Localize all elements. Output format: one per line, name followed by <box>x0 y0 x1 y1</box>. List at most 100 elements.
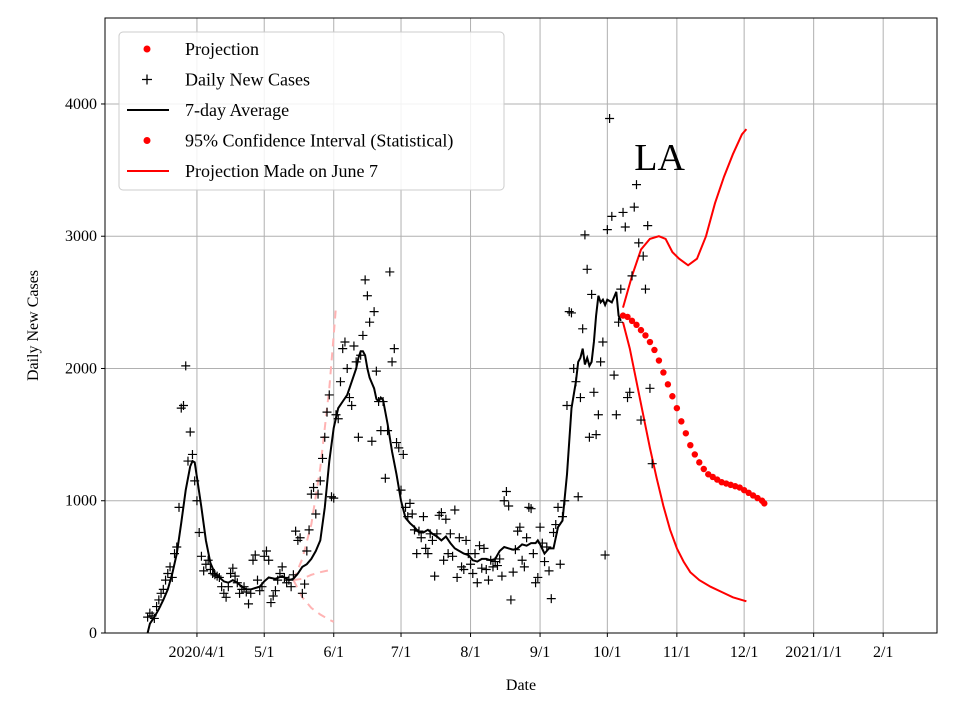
daily-case-marker <box>266 598 276 608</box>
daily-case-marker <box>383 426 393 436</box>
daily-case-marker <box>324 390 334 400</box>
daily-case-marker <box>441 514 451 524</box>
daily-case-marker <box>645 383 655 393</box>
daily-case-marker <box>430 571 440 581</box>
daily-case-marker <box>405 498 415 508</box>
daily-case-marker <box>625 387 635 397</box>
daily-case-marker <box>241 587 251 597</box>
daily-case-marker <box>533 572 543 582</box>
projection-point <box>633 321 640 329</box>
daily-case-marker <box>275 568 285 578</box>
projection-point <box>682 430 690 437</box>
daily-case-marker <box>620 222 630 232</box>
daily-case-marker <box>205 565 215 575</box>
daily-case-marker <box>445 529 455 539</box>
daily-case-marker <box>295 533 305 543</box>
daily-case-marker <box>284 575 294 585</box>
daily-case-marker <box>629 202 639 212</box>
daily-case-marker <box>378 397 388 407</box>
projection-point <box>700 465 707 473</box>
daily-case-marker <box>479 543 489 553</box>
daily-case-marker <box>365 317 375 327</box>
daily-case-marker <box>154 595 164 605</box>
daily-case-marker <box>593 410 603 420</box>
projection-point <box>678 418 685 425</box>
daily-case-marker <box>353 432 363 442</box>
daily-case-marker <box>309 483 319 493</box>
daily-case-marker <box>257 582 267 592</box>
daily-case-marker <box>389 344 399 354</box>
daily-case-marker <box>327 492 337 502</box>
legend-marker-plus <box>142 74 152 85</box>
daily-case-marker <box>239 582 249 592</box>
daily-case-marker <box>481 565 491 575</box>
daily-case-marker <box>187 449 197 459</box>
daily-case-marker <box>634 238 644 248</box>
daily-case-marker <box>598 337 608 347</box>
projection-point <box>687 441 694 449</box>
daily-case-marker <box>501 486 511 496</box>
daily-case-marker <box>454 533 464 543</box>
daily-case-marker <box>555 559 565 569</box>
daily-case-marker <box>557 512 567 522</box>
y-axis-label: Daily New Cases <box>25 270 42 381</box>
daily-case-marker <box>362 291 372 301</box>
daily-case-marker <box>569 363 579 373</box>
daily-case-marker <box>371 366 381 376</box>
daily-case-marker <box>542 542 552 552</box>
x-tick-label: 2/1 <box>873 644 893 661</box>
daily-case-marker <box>609 370 619 380</box>
daily-case-marker <box>398 449 408 459</box>
daily-case-marker <box>320 432 330 442</box>
projection-point <box>646 338 654 346</box>
daily-case-marker <box>143 612 153 622</box>
legend-label: Projection <box>185 39 259 59</box>
daily-case-marker <box>522 533 532 543</box>
daily-case-marker <box>640 284 650 294</box>
daily-case-marker <box>531 578 541 588</box>
projection-point <box>761 500 768 507</box>
daily-case-marker <box>369 307 379 317</box>
daily-case-marker <box>185 427 195 437</box>
daily-case-marker <box>492 561 502 571</box>
x-tick-label: 2021/1/1 <box>785 644 842 661</box>
daily-case-marker <box>264 555 274 565</box>
legend-marker-dot <box>143 45 151 53</box>
daily-case-marker <box>214 572 224 582</box>
annotation-label: LA <box>634 137 685 179</box>
series-confidence-interval <box>622 128 748 603</box>
projection-point <box>660 369 667 376</box>
daily-case-marker <box>535 522 545 532</box>
daily-case-marker <box>549 527 559 537</box>
x-tick-label: 12/1 <box>730 644 758 661</box>
daily-case-marker <box>421 543 431 553</box>
daily-case-marker <box>248 555 258 565</box>
daily-case-marker <box>170 549 180 559</box>
daily-case-marker <box>288 570 298 580</box>
daily-case-marker <box>623 393 633 403</box>
daily-case-marker <box>221 592 231 602</box>
june7-projection-line <box>293 569 330 582</box>
daily-case-marker <box>156 588 166 598</box>
daily-case-marker <box>546 594 556 604</box>
daily-case-marker <box>452 572 462 582</box>
legend-box <box>118 31 505 191</box>
daily-case-marker <box>302 546 312 556</box>
x-tick-label: 11/1 <box>663 644 691 661</box>
daily-case-marker <box>515 522 525 532</box>
daily-case-marker <box>259 551 269 561</box>
daily-case-marker <box>250 550 260 560</box>
daily-case-marker <box>261 546 271 556</box>
projection-point <box>637 326 645 334</box>
daily-case-marker <box>268 591 278 601</box>
daily-case-marker <box>228 563 238 573</box>
daily-case-marker <box>564 307 574 317</box>
daily-case-marker <box>277 562 287 572</box>
daily-case-marker <box>387 357 397 367</box>
daily-case-marker <box>291 526 301 536</box>
legend-label: Daily New Cases <box>185 70 310 90</box>
daily-case-marker <box>167 572 177 582</box>
plot-frame <box>104 17 938 634</box>
daily-case-marker <box>358 330 368 340</box>
